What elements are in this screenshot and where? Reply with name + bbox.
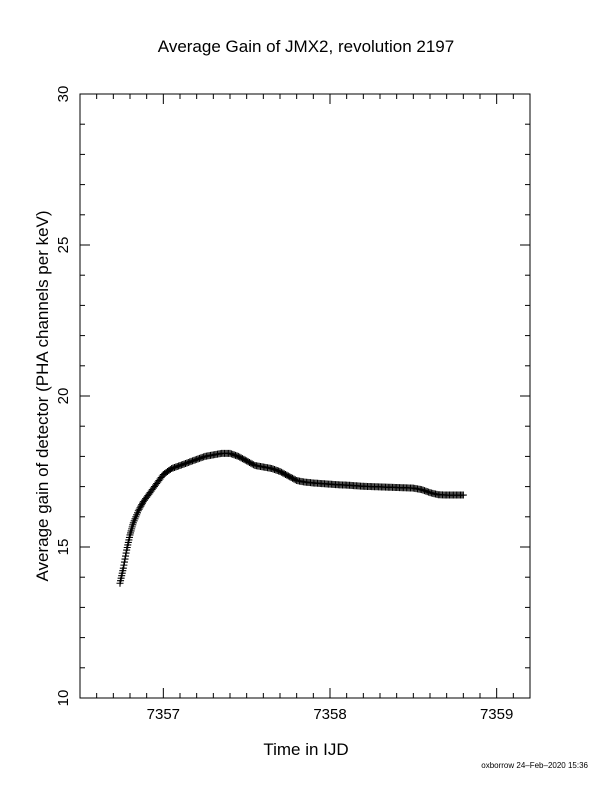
footer-stamp: oxborrow 24–Feb–2020 15:36	[481, 761, 588, 770]
data-point	[459, 491, 467, 499]
x-tick-label: 7359	[480, 706, 513, 723]
axis-ticks	[80, 93, 530, 699]
chart-title: Average Gain of JMX2, revolution 2197	[158, 37, 454, 56]
y-tick-label: 30	[55, 86, 72, 103]
data-point	[136, 504, 144, 512]
data-point	[120, 561, 128, 569]
y-tick-label: 10	[55, 690, 72, 707]
data-point	[135, 505, 143, 513]
data-point	[121, 555, 129, 563]
y-tick-label: 15	[55, 539, 72, 556]
y-axis-label: Average gain of detector (PHA channels p…	[33, 210, 52, 581]
x-axis-label: Time in IJD	[263, 740, 348, 759]
data-point	[119, 564, 127, 572]
data-point	[122, 552, 130, 560]
y-tick-label: 20	[55, 388, 72, 405]
data-point	[134, 507, 142, 515]
data-point	[137, 502, 145, 510]
data-point	[122, 549, 130, 557]
x-tick-label: 7358	[313, 706, 346, 723]
plot-frame	[79, 93, 531, 699]
x-tick-label: 7357	[147, 706, 180, 723]
data-point	[138, 501, 146, 509]
data-points	[116, 449, 467, 587]
data-point	[120, 558, 128, 566]
axis-tick-labels: 7357 7358 7359 10 15 20 25 30	[55, 86, 513, 723]
y-tick-label: 25	[55, 237, 72, 254]
